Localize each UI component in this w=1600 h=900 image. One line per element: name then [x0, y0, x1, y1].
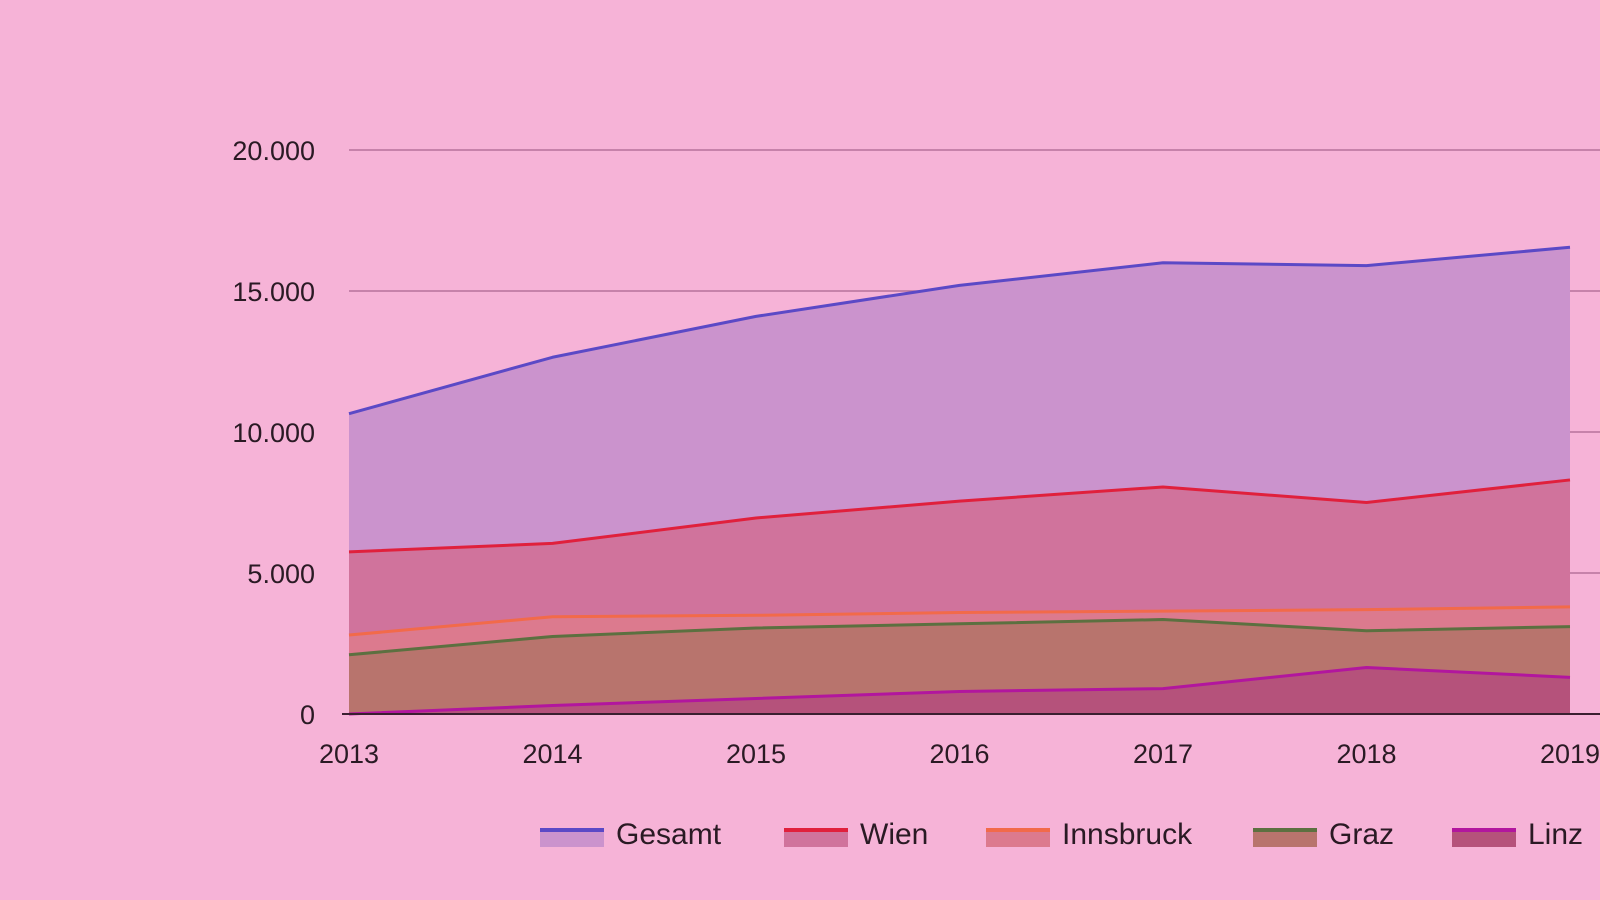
y-tick-label: 10.000 — [232, 418, 315, 448]
line-innsbruck — [348, 605, 1571, 637]
legend-swatch — [1452, 829, 1516, 847]
legend-swatch — [986, 829, 1050, 847]
legend-swatch — [540, 829, 604, 847]
legend-label: Linz — [1528, 818, 1583, 851]
legend-swatch — [784, 829, 848, 847]
series-areas — [349, 247, 1570, 715]
legend-item-wien: Wien — [784, 818, 928, 851]
line-graz — [348, 618, 1571, 657]
y-tick-label: 5.000 — [247, 559, 315, 589]
legend-item-graz: Graz — [1253, 818, 1394, 851]
series-lines — [348, 245, 1571, 716]
x-tick-label: 2016 — [929, 739, 989, 769]
x-tick-label: 2013 — [319, 739, 379, 769]
legend-label: Innsbruck — [1062, 818, 1193, 851]
legend-item-gesamt: Gesamt — [540, 818, 722, 851]
legend-label: Graz — [1329, 818, 1394, 851]
y-tick-label: 20.000 — [232, 136, 315, 166]
line-wien — [348, 478, 1571, 554]
legend-label: Wien — [860, 818, 928, 851]
line-gesamt — [348, 245, 1571, 416]
line-linz — [348, 665, 1571, 716]
y-tick-label: 0 — [300, 700, 315, 730]
x-axis-tick-labels: 2013 2014 2015 2016 2017 2018 2019 — [319, 739, 1600, 769]
legend-swatch — [1253, 829, 1317, 847]
legend-label: Gesamt — [616, 818, 722, 851]
x-tick-label: 2014 — [522, 739, 582, 769]
x-tick-label: 2015 — [726, 739, 786, 769]
legend-item-innsbruck: Innsbruck — [986, 818, 1193, 851]
legend: Gesamt Wien Innsbruck Graz Linz — [540, 818, 1583, 851]
legend-item-linz: Linz — [1452, 818, 1583, 851]
x-tick-label: 2018 — [1336, 739, 1396, 769]
y-tick-label: 15.000 — [232, 277, 315, 307]
y-axis-tick-labels: 0 5.000 10.000 15.000 20.000 — [232, 136, 315, 730]
x-tick-label: 2019 — [1540, 739, 1600, 769]
x-tick-label: 2017 — [1133, 739, 1193, 769]
